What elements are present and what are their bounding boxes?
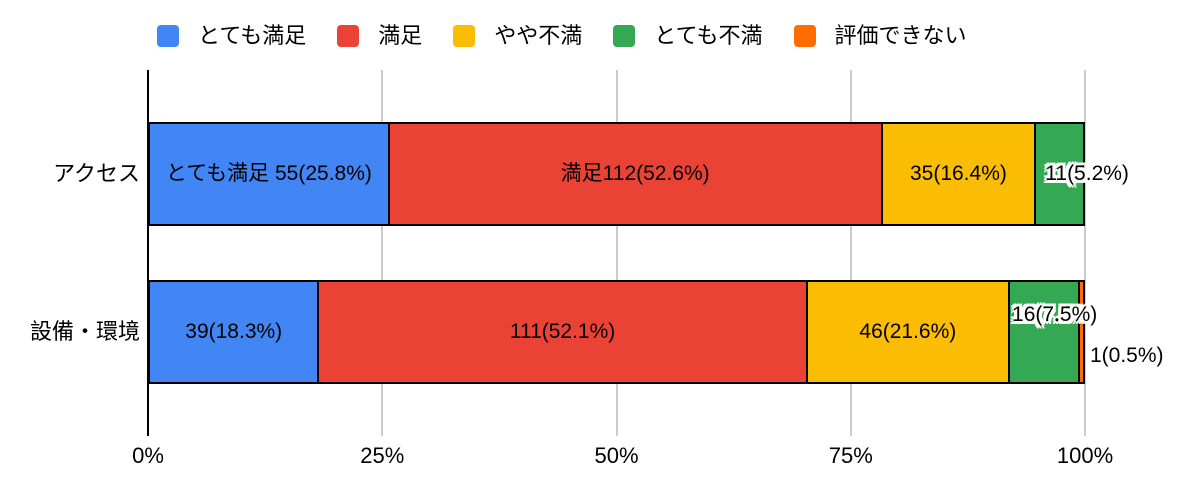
legend-swatch-icon	[157, 25, 179, 47]
legend-item[interactable]: やや不満	[453, 23, 582, 49]
legend-item[interactable]: とても不満	[613, 23, 763, 49]
bar-segment-やや不満[interactable]: 46(21.6%)	[807, 280, 1011, 384]
segment-value-label: 111(52.1%)	[509, 320, 616, 343]
bar-segment-やや不満[interactable]: 35(16.4%)	[882, 122, 1037, 226]
legend-item[interactable]: 満足	[337, 23, 422, 49]
legend-swatch-icon	[453, 25, 476, 47]
segment-value-label: 満足112(52.6%)	[560, 162, 710, 185]
bar-segment-とても不満[interactable]	[1036, 122, 1085, 226]
x-axis: 0% 25% 50% 75% 100%	[132, 443, 1113, 470]
segment-value-label: とても満足 55(25.8%)	[165, 162, 372, 185]
bar-segment-とても不満[interactable]	[1010, 280, 1081, 384]
x-axis-tick-label: 75%	[828, 443, 873, 468]
legend-swatch-icon	[613, 25, 636, 47]
bar-segment-満足[interactable]: 満足112(52.6%)	[389, 122, 883, 226]
category-label: 設備・環境	[29, 319, 140, 344]
legend-label: 評価できない	[834, 23, 967, 48]
plot-area: とても満足 55(25.8%) 満足112(52.6%) 35(16.4%) 11(5…	[147, 70, 1164, 436]
x-axis-tick-label: 100%	[1056, 443, 1114, 468]
gridline	[381, 70, 384, 436]
segment-value-label: 46(21.6%)	[859, 320, 957, 343]
legend: とても満足 満足 やや不満 とても不満 評価できない	[157, 23, 967, 49]
segment-value-label: 1(0.5%)	[1090, 344, 1164, 367]
legend-item[interactable]: 評価できない	[793, 23, 967, 49]
segment-value-label: 35(16.4%)	[909, 162, 1007, 185]
bar-segment-とても満足[interactable]: 39(18.3%)	[148, 280, 320, 384]
segment-value-label: 16(7.5%)	[1012, 303, 1098, 326]
bar-segment-とても満足[interactable]: とても満足 55(25.8%)	[148, 122, 390, 226]
legend-item[interactable]: とても満足	[157, 23, 306, 49]
bar-row: とても満足 55(25.8%) 満足112(52.6%) 35(16.4%)	[148, 122, 1085, 226]
legend-label: とても満足	[198, 23, 307, 48]
legend-label: やや不満	[494, 23, 583, 48]
x-axis-tick-label: 50%	[594, 443, 639, 468]
x-axis-tick-label: 0%	[132, 443, 164, 468]
legend-label: 満足	[378, 23, 423, 48]
x-axis-tick-label: 25%	[360, 443, 405, 468]
legend-label: とても不満	[654, 23, 763, 48]
gridline	[1084, 70, 1086, 436]
segment-value-label: 11(5.2%)	[1045, 162, 1129, 185]
gridline	[615, 70, 618, 436]
legend-swatch-icon	[793, 25, 816, 47]
legend-swatch-icon	[337, 25, 360, 47]
y-axis-line	[147, 70, 149, 436]
bar-segment-満足[interactable]: 111(52.1%)	[319, 280, 808, 384]
bar-segment-評価できない[interactable]	[1080, 280, 1085, 384]
category-label: アクセス	[53, 161, 140, 186]
gridline	[849, 70, 852, 436]
segment-value-label: 39(18.3%)	[185, 320, 283, 343]
bar-row: 39(18.3%) 111(52.1%) 46(21.6%)	[148, 280, 1085, 384]
